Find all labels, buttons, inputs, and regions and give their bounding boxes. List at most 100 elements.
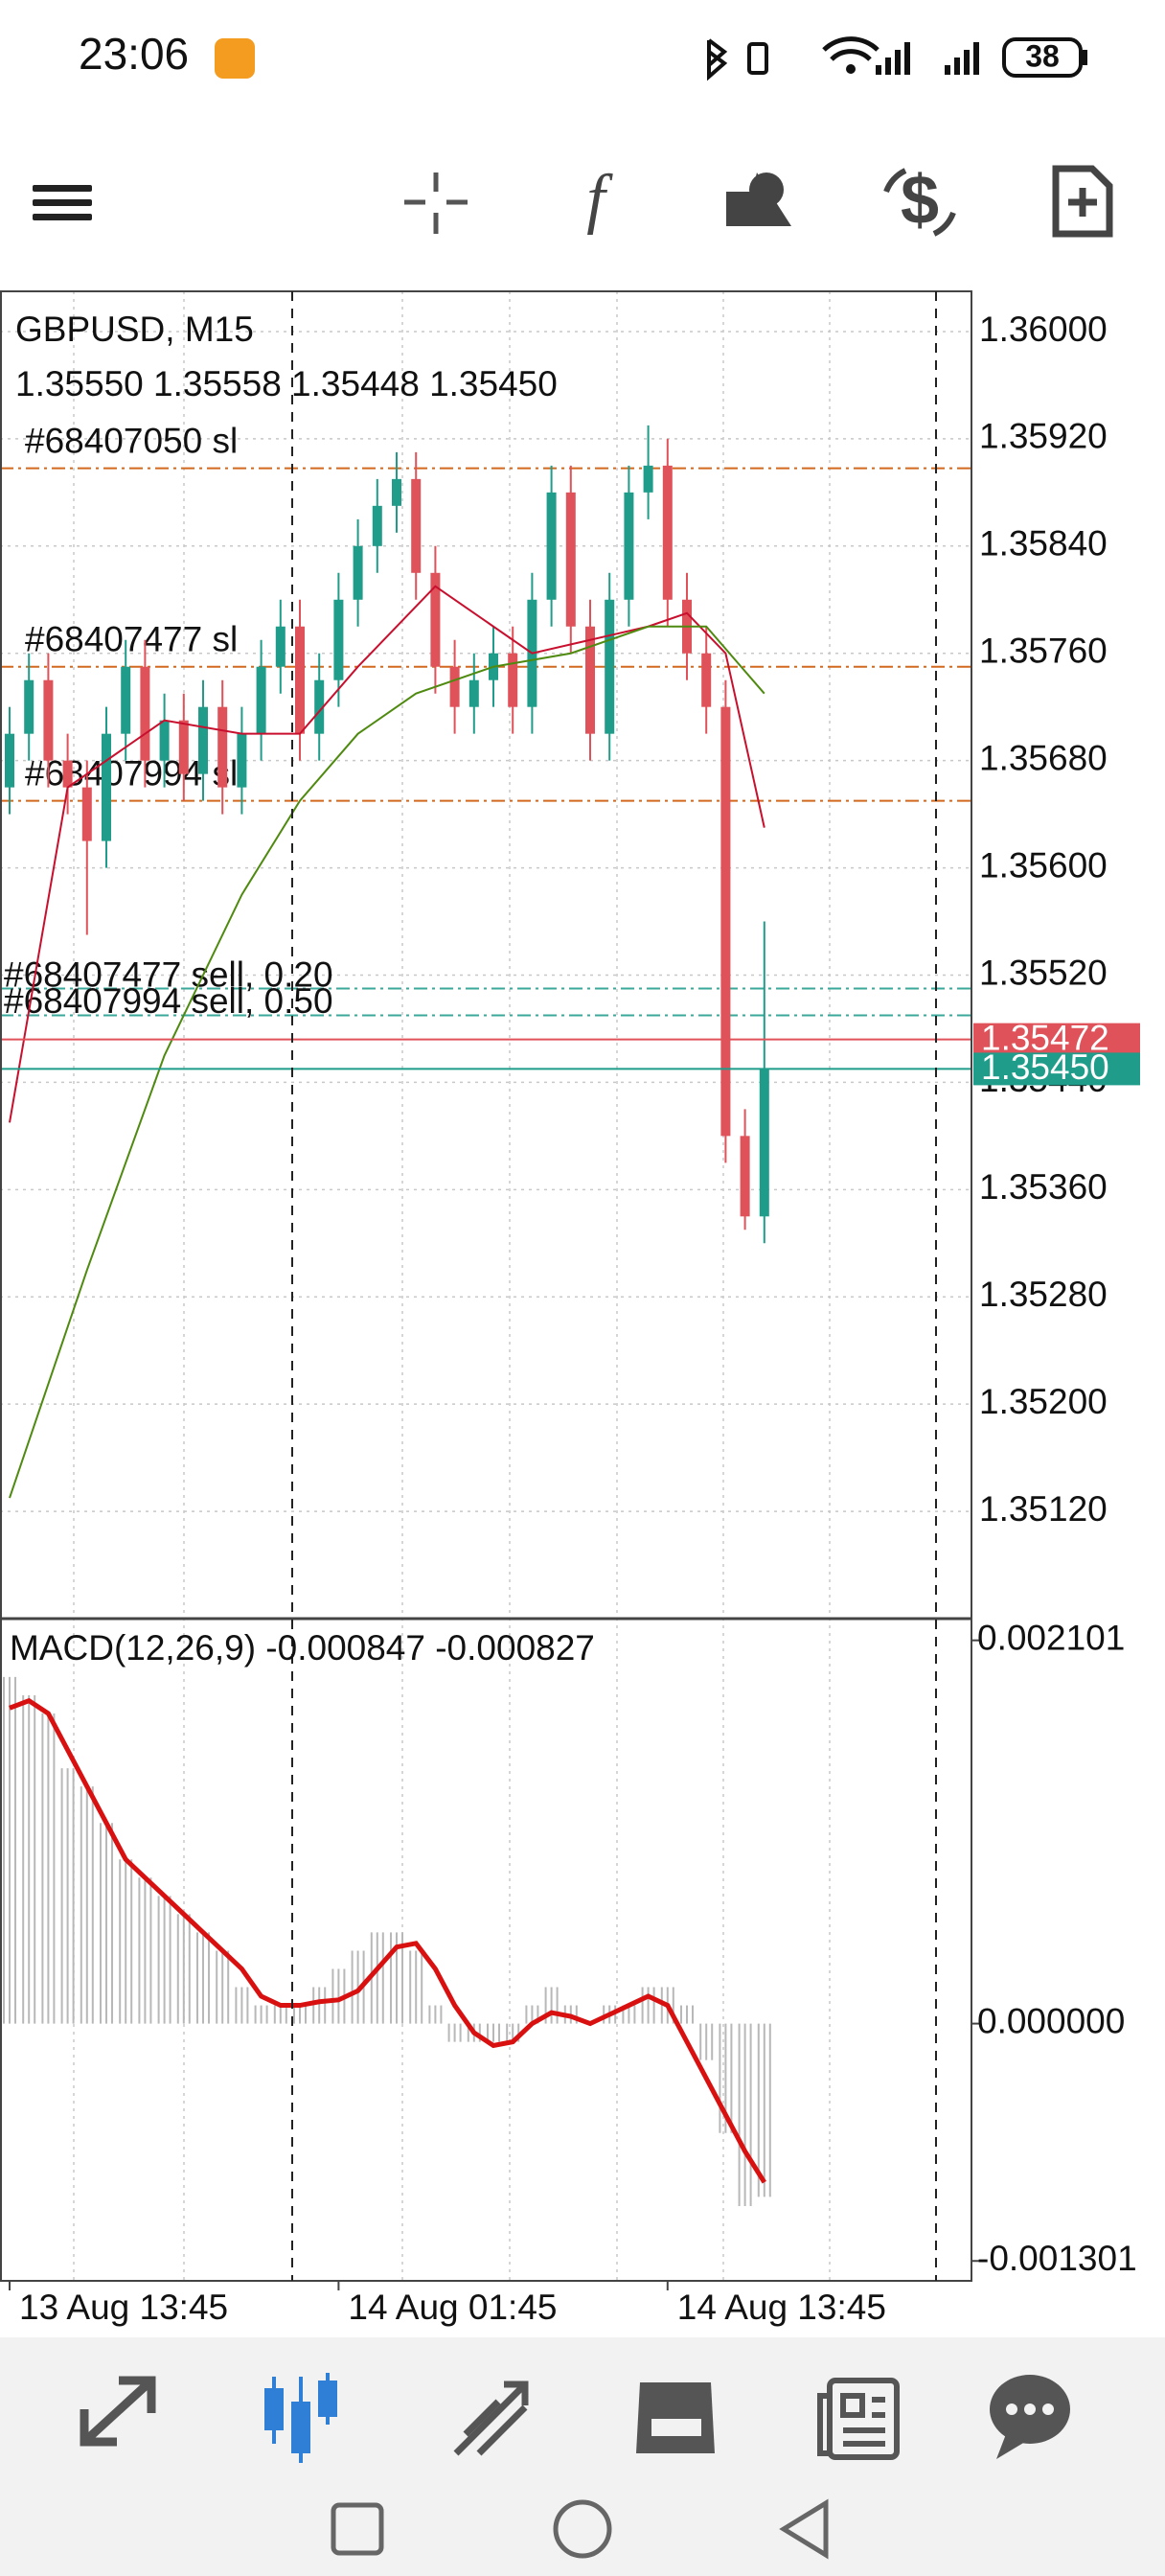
moving-average — [9, 625, 765, 1499]
news-tab-part[interactable] — [817, 2393, 885, 2456]
app-badge — [215, 38, 255, 79]
chat-tab-part[interactable] — [1042, 2404, 1054, 2415]
y-tick-label: 1.35920 — [979, 417, 1108, 456]
status-icons-part — [1083, 50, 1087, 65]
x-tick-label: 14 Aug 01:45 — [348, 2288, 557, 2327]
candle-body — [701, 653, 712, 707]
candle-body — [333, 599, 344, 680]
history-tab-part[interactable] — [651, 2419, 701, 2436]
new-order-button[interactable] — [1052, 165, 1113, 238]
status-icons-part — [1002, 37, 1083, 78]
order-label: #68407050 sl — [25, 421, 238, 460]
chart-area[interactable]: 1.36000 1.35920 1.35840 1.35760 1.35680 1.356… — [0, 291, 1140, 2327]
indicators-button[interactable]: f — [586, 162, 613, 236]
trade-tab[interactable] — [453, 2380, 529, 2456]
new-order-button-part[interactable] — [1068, 188, 1097, 217]
candle-body — [468, 679, 479, 707]
crosshair-button[interactable] — [404, 172, 468, 234]
chat-tab-part[interactable] — [996, 2434, 1025, 2459]
candle-body — [508, 653, 518, 707]
menu-button-part[interactable] — [33, 199, 92, 206]
status-time: 23:06 — [79, 29, 189, 79]
chart-frame — [0, 290, 972, 2282]
objects-button-part[interactable] — [749, 172, 784, 207]
status-icons-part — [846, 64, 856, 74]
y-tick-label: 0.000000 — [977, 2001, 1125, 2040]
candle-body — [140, 666, 150, 761]
candle-body — [159, 720, 170, 761]
status-icons-part — [747, 42, 768, 75]
chat-tab[interactable] — [990, 2375, 1070, 2459]
system-nav-part[interactable] — [779, 2498, 829, 2560]
x-tick-label: 13 Aug 13:45 — [19, 2288, 228, 2327]
candle-body — [121, 666, 131, 734]
order-label: #68407477 sl — [25, 619, 238, 658]
status-icons-part — [885, 58, 891, 75]
news-tab-part[interactable] — [827, 2378, 900, 2460]
chart-title: GBPUSD, M15 — [15, 310, 254, 349]
candle-body — [643, 465, 653, 493]
menu-button-part[interactable] — [33, 214, 92, 220]
y-tick-label: 1.35520 — [979, 953, 1108, 992]
candle-body — [295, 626, 305, 734]
candle-body — [411, 478, 422, 573]
ohlc-text: 1.35550 1.35558 1.35448 1.35450 — [15, 364, 558, 403]
candle-body — [43, 679, 54, 761]
quotes-tab[interactable] — [80, 2376, 156, 2447]
status-icons-part — [904, 42, 910, 75]
candle-body — [759, 1069, 769, 1217]
system-nav-part[interactable] — [331, 2502, 384, 2556]
candle-body — [392, 478, 401, 506]
status-icons-part — [822, 36, 879, 61]
system-nav-part[interactable] — [553, 2499, 612, 2559]
history-tab[interactable] — [636, 2382, 715, 2453]
candle-body — [178, 720, 189, 774]
y-tick-label: 1.35280 — [979, 1275, 1108, 1314]
chat-tab-part[interactable] — [1024, 2404, 1036, 2415]
candle-body — [353, 545, 363, 600]
quotes-tab-part[interactable] — [80, 2376, 156, 2447]
bottom-bar — [0, 2337, 1165, 2576]
battery-level: 38 — [1025, 38, 1060, 73]
candle-body — [585, 626, 595, 734]
candle-body — [102, 733, 111, 841]
new-order-button-part[interactable] — [1052, 165, 1113, 238]
candle-body — [198, 706, 208, 774]
candle-body — [62, 760, 73, 788]
trade-button-part[interactable] — [883, 168, 956, 237]
chat-tab-part[interactable] — [1006, 2404, 1017, 2415]
trade-button-part[interactable]: $ — [901, 162, 939, 239]
candle-body — [314, 679, 325, 734]
y-tick-label: 1.35360 — [979, 1167, 1108, 1207]
macd-title: MACD(12,26,9) -0.000847 -0.000827 — [10, 1628, 595, 1668]
order-label: #68407994 sell, 0.50 — [4, 981, 333, 1021]
status-icons-part — [973, 42, 979, 75]
y-tick-label: 1.36000 — [979, 310, 1108, 349]
status-icons-part — [876, 65, 881, 75]
news-tab[interactable] — [817, 2378, 900, 2460]
menu-button-part[interactable] — [33, 185, 92, 192]
candle-body — [740, 1136, 750, 1217]
status-icons-part — [945, 65, 950, 75]
moving-average — [9, 585, 765, 1123]
y-tick-label: 1.35760 — [979, 632, 1108, 671]
candle-body — [605, 599, 615, 734]
price-label: 1.35472 — [981, 1018, 1109, 1057]
candle-body — [662, 465, 673, 600]
chart-tab[interactable] — [264, 2373, 337, 2463]
status-icons-part — [895, 50, 901, 75]
signal-line — [9, 1697, 766, 2184]
candle-body — [81, 787, 92, 841]
trade-button[interactable]: $ — [883, 162, 956, 239]
price-box — [973, 1052, 1140, 1086]
menu-button[interactable] — [33, 185, 92, 220]
candle-body — [624, 492, 634, 600]
candle-body — [565, 492, 576, 627]
y-tick-label: 1.35680 — [979, 738, 1108, 777]
history-tab-part[interactable] — [636, 2382, 715, 2453]
system-nav[interactable] — [331, 2498, 829, 2560]
objects-button[interactable] — [726, 172, 791, 226]
trade-tab-part[interactable] — [453, 2380, 529, 2456]
